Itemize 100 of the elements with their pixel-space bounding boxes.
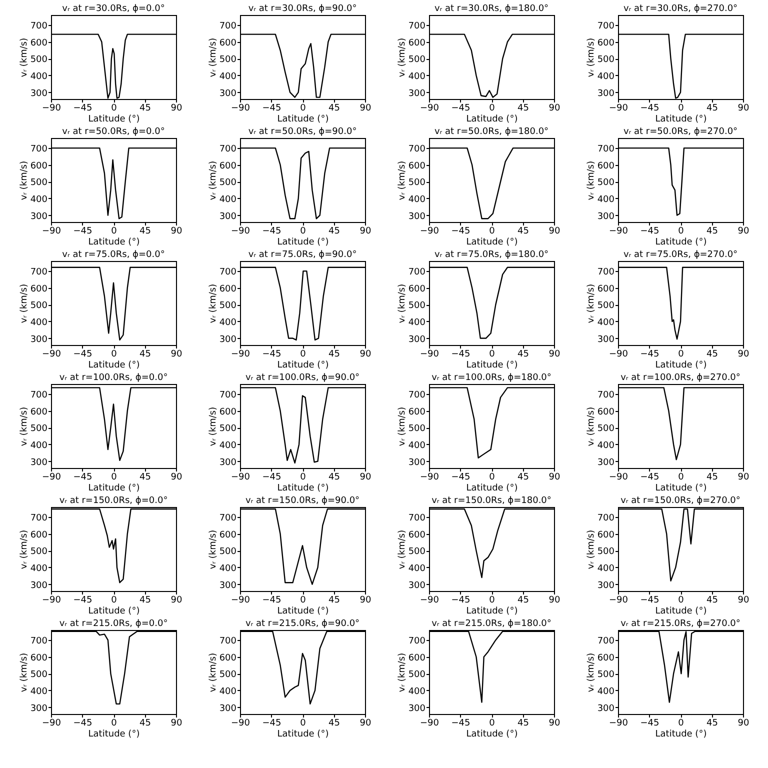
y-axis-title: vᵣ (km/s) — [208, 284, 218, 324]
x-tick-label: 0 — [300, 472, 306, 482]
x-tick-label: 0 — [489, 596, 496, 606]
y-tick-label: 300 — [30, 704, 48, 714]
y-axis-title: vᵣ (km/s) — [586, 530, 596, 570]
y-tick-label: 400 — [30, 72, 48, 82]
chart-title: vᵣ at r=150.0Rs, ϕ=0.0° — [59, 496, 168, 506]
chart-title: vᵣ at r=50.0Rs, ϕ=90.0° — [248, 127, 357, 137]
y-tick-label: 500 — [30, 670, 48, 680]
y-tick-label: 700 — [30, 22, 48, 32]
x-axis-title: Latitude (°) — [277, 730, 329, 740]
x-axis-title: Latitude (°) — [88, 114, 140, 124]
x-tick-label: −45 — [262, 350, 282, 360]
y-axis-title: vᵣ (km/s) — [19, 160, 30, 200]
y-tick-label: 700 — [408, 390, 426, 401]
y-axis-title: vᵣ (km/s) — [397, 284, 408, 324]
y-tick-label: 300 — [30, 88, 48, 99]
y-tick-label: 400 — [219, 686, 237, 697]
y-tick-label: 600 — [219, 284, 237, 294]
x-tick-label: 90 — [548, 472, 560, 482]
x-tick-label: 90 — [170, 104, 182, 114]
x-axis-title: Latitude (°) — [88, 606, 140, 616]
x-axis-title: Latitude (°) — [277, 484, 329, 494]
y-tick-label: 500 — [408, 424, 426, 434]
y-tick-label: 400 — [30, 194, 48, 205]
x-tick-label: 45 — [140, 350, 151, 360]
y-axis-title: vᵣ (km/s) — [586, 652, 596, 692]
x-tick-label: 90 — [170, 718, 182, 728]
y-axis-title: vᵣ (km/s) — [586, 38, 596, 78]
y-tick-label: 500 — [219, 424, 237, 434]
x-axis-title: Latitude (°) — [655, 360, 707, 370]
x-tick-label: 90 — [548, 226, 560, 236]
x-tick-label: −90 — [609, 104, 628, 114]
y-tick-label: 700 — [597, 390, 615, 401]
y-tick-label: 700 — [30, 144, 48, 155]
y-tick-label: 700 — [30, 514, 48, 524]
x-tick-label: −45 — [262, 596, 282, 606]
y-tick-label: 400 — [408, 686, 426, 697]
x-tick-label: 45 — [328, 350, 340, 360]
x-tick-label: −90 — [420, 226, 440, 236]
chart-title: vᵣ at r=150.0Rs, ϕ=90.0° — [245, 496, 360, 506]
x-tick-label: −90 — [42, 226, 62, 236]
x-tick-label: 45 — [328, 718, 340, 728]
x-tick-label: 0 — [678, 718, 684, 728]
chart-title: vᵣ at r=100.0Rs, ϕ=0.0° — [59, 373, 168, 383]
y-tick-label: 700 — [408, 514, 426, 524]
y-tick-label: 400 — [597, 686, 615, 697]
chart-title: vᵣ at r=30.0Rs, ϕ=0.0° — [62, 4, 165, 14]
y-tick-label: 500 — [219, 301, 237, 312]
y-tick-label: 300 — [30, 458, 48, 468]
x-tick-label: 90 — [738, 596, 750, 606]
y-tick-label: 500 — [30, 301, 48, 312]
y-tick-label: 500 — [30, 55, 48, 66]
x-tick-label: −45 — [262, 226, 282, 236]
chart-title: vᵣ at r=100.0Rs, ϕ=270.0° — [620, 373, 740, 383]
chart-title: vᵣ at r=75.0Rs, ϕ=90.0° — [248, 250, 357, 260]
x-tick-label: 45 — [518, 226, 529, 236]
x-tick-label: 90 — [360, 226, 372, 236]
y-axis-title: vᵣ (km/s) — [586, 160, 596, 200]
x-tick-label: −45 — [451, 226, 470, 236]
y-axis-title: vᵣ (km/s) — [208, 160, 218, 200]
x-tick-label: −90 — [609, 226, 628, 236]
x-tick-label: 45 — [140, 472, 151, 482]
x-tick-label: −90 — [231, 350, 250, 360]
y-tick-label: 400 — [597, 72, 615, 82]
y-tick-label: 600 — [30, 284, 48, 294]
x-tick-label: 0 — [300, 596, 306, 606]
x-tick-label: −90 — [420, 596, 440, 606]
y-tick-label: 300 — [219, 458, 237, 468]
x-tick-label: −45 — [640, 596, 660, 606]
y-axis-title: vᵣ (km/s) — [397, 406, 408, 446]
y-axis-title: vᵣ (km/s) — [19, 530, 30, 570]
y-axis-title: vᵣ (km/s) — [397, 530, 408, 570]
y-tick-label: 300 — [597, 88, 615, 99]
y-tick-label: 500 — [408, 670, 426, 680]
chart-title: vᵣ at r=75.0Rs, ϕ=0.0° — [62, 250, 165, 260]
y-tick-label: 400 — [408, 440, 426, 451]
x-axis-title: Latitude (°) — [88, 484, 140, 494]
y-tick-label: 700 — [30, 268, 48, 278]
chart-title: vᵣ at r=215.0Rs, ϕ=270.0° — [620, 619, 740, 629]
x-tick-label: −90 — [42, 718, 62, 728]
x-tick-label: −45 — [640, 350, 660, 360]
y-tick-label: 400 — [30, 564, 48, 574]
x-tick-label: 90 — [360, 718, 372, 728]
y-tick-label: 500 — [408, 178, 426, 188]
x-tick-label: −45 — [640, 718, 660, 728]
x-tick-label: 0 — [489, 718, 496, 728]
x-tick-label: 90 — [738, 718, 750, 728]
x-tick-label: −90 — [609, 350, 628, 360]
y-axis-title: vᵣ (km/s) — [208, 38, 218, 78]
x-tick-label: 90 — [170, 472, 182, 482]
x-tick-label: −45 — [262, 718, 282, 728]
y-tick-label: 500 — [219, 178, 237, 188]
x-tick-label: 45 — [518, 104, 529, 114]
x-tick-label: 0 — [300, 718, 306, 728]
x-tick-label: −45 — [451, 596, 470, 606]
y-tick-label: 700 — [30, 390, 48, 401]
y-tick-label: 400 — [597, 564, 615, 574]
y-axis-title: vᵣ (km/s) — [208, 652, 218, 692]
y-tick-label: 500 — [597, 55, 615, 66]
